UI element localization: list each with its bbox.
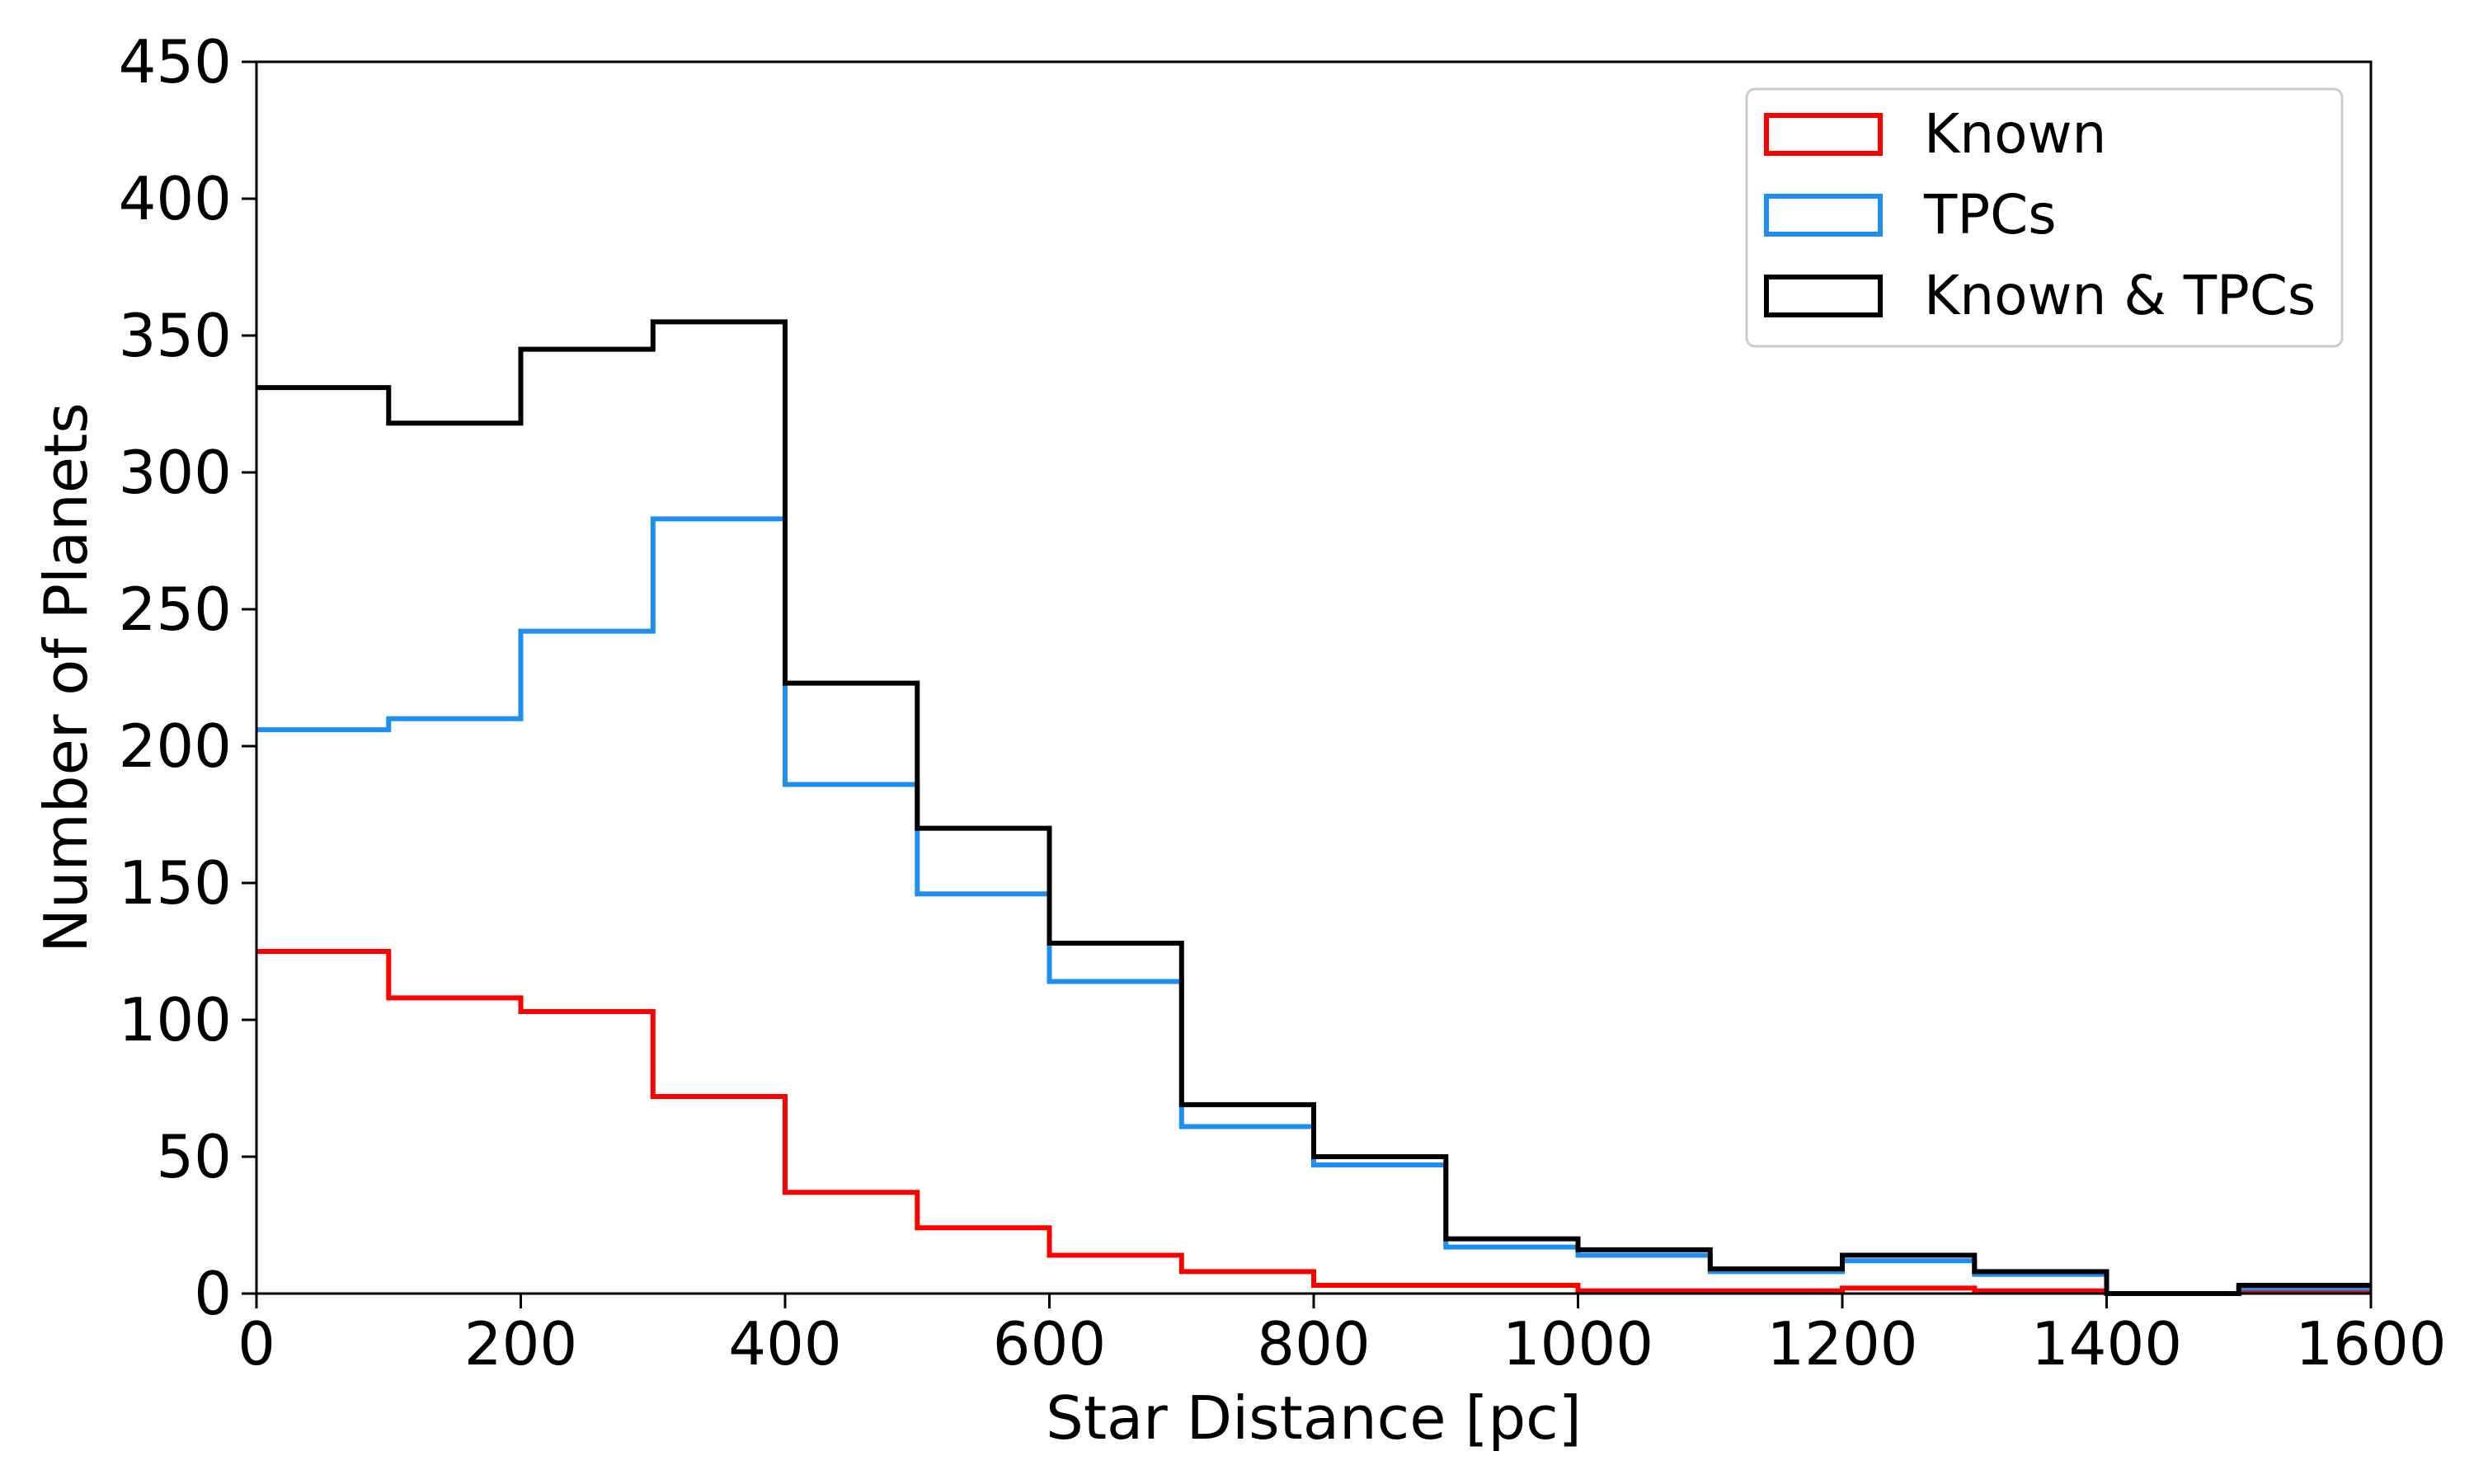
x-tick-label: 600 (993, 1309, 1106, 1378)
legend-items: Known TPCs Known & TPCs (1764, 102, 2316, 327)
x-tick-label: 1600 (2295, 1309, 2446, 1378)
legend-box (1745, 87, 2344, 348)
legend: Known TPCs Known & TPCs (1745, 87, 2344, 348)
legend-swatch-known (1764, 113, 1883, 156)
y-tick-label: 150 (119, 848, 232, 918)
series-line-known (256, 949, 2371, 1296)
series-line-known-tpcs (256, 319, 2371, 1296)
x-tick-label: 1000 (1503, 1309, 1653, 1378)
series-layer (256, 319, 2371, 1296)
y-tick-label: 400 (119, 164, 232, 233)
y-tick-label: 200 (119, 711, 232, 781)
plot-frame (255, 60, 2373, 1295)
x-tick-label: 400 (728, 1309, 841, 1378)
y-tick-label: 350 (119, 301, 232, 370)
x-axis-title: Star Distance [pc] (1046, 1383, 1582, 1453)
series-line-tpcs (256, 516, 2371, 1296)
y-tick-label: 300 (119, 438, 232, 507)
y-tick-label: 50 (156, 1122, 232, 1191)
legend-swatch-tpcs (1764, 194, 1883, 237)
y-tick-label: 100 (119, 985, 232, 1054)
legend-label-tpcs: TPCs (1923, 183, 2057, 247)
legend-label-known-tpcs: Known & TPCs (1924, 264, 2316, 327)
y-tick-label: 450 (119, 27, 232, 96)
x-tick-label: 1400 (2031, 1309, 2182, 1378)
legend-label-known: Known (1924, 102, 2106, 166)
x-tick-label: 0 (238, 1309, 275, 1378)
x-tick-label: 1200 (1766, 1309, 1917, 1378)
ticks-layer: 0 200 400 600 800 1000 1200 1400 1600 0 50 100 150 20… (119, 27, 2447, 1378)
x-tick-label: 800 (1257, 1309, 1370, 1378)
y-axis-title: Number of Planets (31, 402, 101, 953)
y-tick-label: 0 (194, 1259, 232, 1328)
y-tick-label: 250 (119, 575, 232, 644)
x-tick-label: 200 (464, 1309, 577, 1378)
legend-swatch-known-tpcs (1764, 275, 1883, 317)
